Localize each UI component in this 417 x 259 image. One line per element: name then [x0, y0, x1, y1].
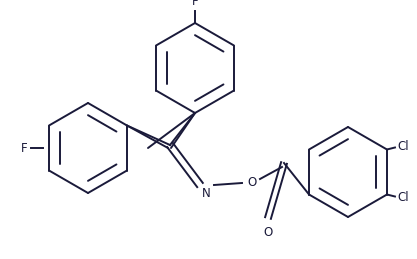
Text: Cl: Cl [397, 191, 409, 204]
Text: F: F [21, 141, 28, 155]
Text: O: O [247, 176, 256, 190]
Text: N: N [202, 187, 211, 200]
Text: F: F [192, 0, 198, 8]
Text: Cl: Cl [397, 140, 409, 153]
Text: O: O [264, 226, 273, 239]
